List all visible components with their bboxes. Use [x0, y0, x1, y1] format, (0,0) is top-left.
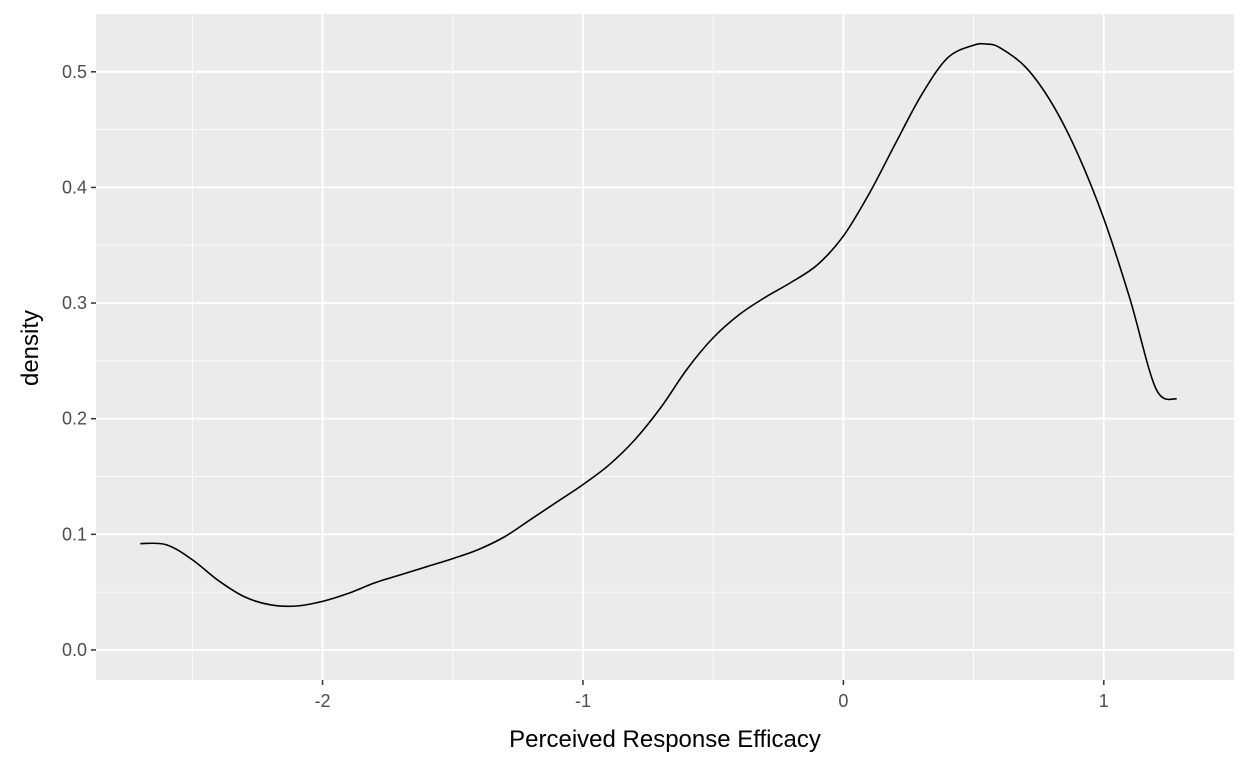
density-curve: [140, 42, 1178, 608]
y-tick-label: 0.4: [62, 177, 87, 197]
y-tick-label: 0.0: [62, 640, 87, 660]
x-axis-title: Perceived Response Efficacy: [509, 726, 821, 753]
x-tick-label: -1: [575, 691, 591, 711]
y-tick-label: 0.2: [62, 409, 87, 429]
major-gridlines-y: [96, 70, 1234, 651]
y-tick-label: 0.5: [62, 62, 87, 82]
y-axis-title: density: [17, 310, 44, 386]
x-tick-label: 1: [1099, 691, 1109, 711]
y-tick-label: 0.3: [62, 293, 87, 313]
x-axis: -2 -1 0 1: [315, 680, 1109, 711]
x-tick-label: -2: [315, 691, 331, 711]
minor-gridlines-y: [96, 129, 1234, 593]
y-axis: 0.0 0.1 0.2 0.3 0.4 0.5: [62, 62, 96, 660]
major-gridlines-x: [321, 14, 1105, 680]
minor-gridlines-x: [191, 14, 974, 680]
x-tick-label: 0: [838, 691, 848, 711]
plot-panel: [96, 14, 1234, 680]
y-tick-label: 0.1: [62, 524, 87, 544]
